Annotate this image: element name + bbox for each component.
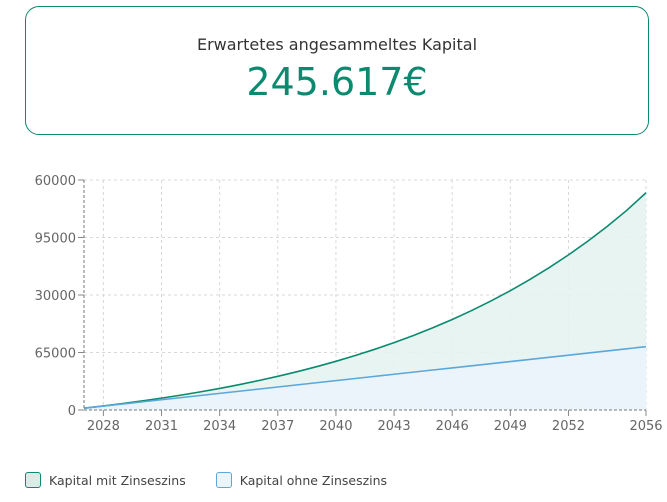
legend-swatch-with-compound [25,472,41,488]
x-tick-label: 2040 [319,419,352,434]
summary-card: Erwartetes angesammeltes Kapital 245.617… [25,6,649,135]
capital-chart: 0 65000 30000 95000 60000 2028 2031 2034 2037 204… [35,174,663,434]
x-tick-label: 2052 [552,419,585,434]
y-tick-label: 65000 [35,347,76,362]
legend-label: Kapital mit Zinseszins [49,472,186,488]
series-area-0 [84,192,646,410]
summary-value: 245.617€ [246,60,428,104]
y-tick-label: 0 [68,404,76,419]
legend: Kapital mit Zinseszins Kapital ohne Zins… [25,472,387,488]
y-tick-label: 95000 [35,232,76,247]
legend-item-without-compound[interactable]: Kapital ohne Zinseszins [215,472,388,488]
x-tick-label: 2056 [629,419,662,434]
x-tick-label: 2031 [145,419,178,434]
x-tick-label: 2034 [203,419,236,434]
summary-label: Erwartetes angesammeltes Kapital [196,35,478,54]
x-tick-label: 2049 [494,419,527,434]
x-tick-label: 2046 [436,419,469,434]
series-line-0 [83,192,647,410]
legend-swatch-without-compound [215,472,232,488]
series-line-1 [83,345,647,410]
legend-item-with-compound[interactable]: Kapital mit Zinseszins [25,472,186,488]
x-tick-label: 2028 [87,419,120,434]
y-tick-label: 60000 [35,174,76,189]
y-tick-label: 30000 [35,289,76,304]
x-tick-label: 2037 [261,419,294,434]
x-tick-label: 2043 [378,419,411,434]
legend-label: Kapital ohne Zinseszins [239,472,388,488]
